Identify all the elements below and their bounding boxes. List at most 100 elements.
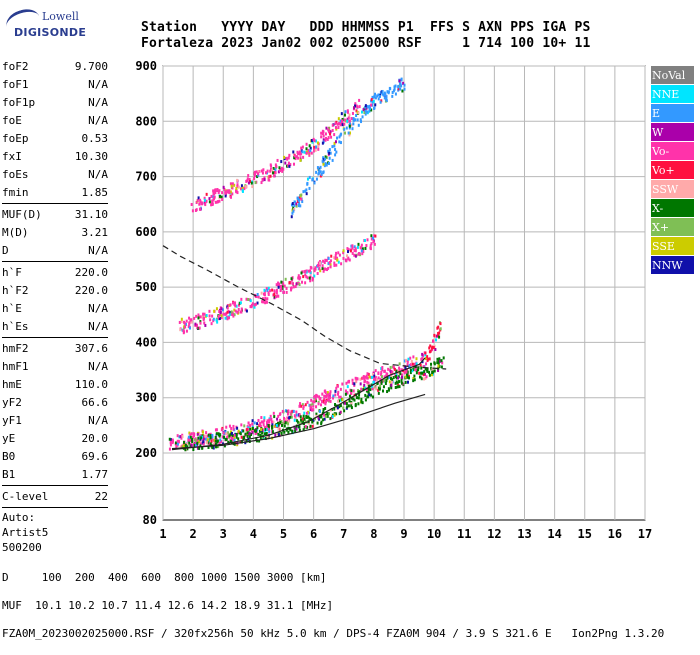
trace-point <box>280 431 283 435</box>
trace-point <box>435 338 438 342</box>
param-value: N/A <box>88 114 108 127</box>
trace-point <box>284 409 287 413</box>
trace-point <box>406 380 409 384</box>
trace-point <box>347 248 350 252</box>
trace-point <box>297 152 300 156</box>
trace-point <box>370 384 373 388</box>
trace-point <box>207 433 210 437</box>
trace-point <box>327 136 330 140</box>
trace-point <box>306 181 309 185</box>
trace-point <box>389 365 392 369</box>
trace-point <box>341 119 344 123</box>
trace-point <box>385 95 388 99</box>
trace-point <box>253 177 256 181</box>
trace-point <box>348 119 351 123</box>
trace-point <box>277 285 280 289</box>
trace-point <box>320 403 323 407</box>
trace-point <box>176 442 179 446</box>
trace-point <box>248 435 251 439</box>
trace-point <box>356 245 359 249</box>
trace-point <box>374 92 377 96</box>
trace-point <box>424 351 427 355</box>
param-row-group1-4: foEp 0.53 <box>2 130 108 148</box>
trace-point <box>245 185 248 189</box>
trace-point <box>224 312 227 316</box>
trace-point <box>358 98 361 102</box>
trace-point <box>225 432 228 436</box>
trace-point <box>305 142 308 146</box>
trace-point <box>357 390 360 394</box>
trace-point <box>278 412 281 416</box>
trace-point <box>344 392 347 396</box>
param-name: hmF1 <box>2 360 29 373</box>
trace-point <box>400 379 403 383</box>
trace-point <box>236 443 239 447</box>
trace-point <box>191 440 194 444</box>
trace-point <box>282 167 285 171</box>
trace-point <box>382 389 385 393</box>
trace-point <box>334 393 337 397</box>
trace-point <box>250 432 253 436</box>
trace-point <box>279 421 282 425</box>
trace-point <box>211 437 214 441</box>
trace-point <box>189 433 192 437</box>
trace-point <box>313 149 316 153</box>
trace-point <box>263 418 266 422</box>
trace-point <box>345 402 348 406</box>
trace-point <box>255 170 258 174</box>
trace-point <box>209 318 212 322</box>
trace-point <box>300 418 303 422</box>
trace-point <box>327 256 330 260</box>
trace-points <box>178 234 377 335</box>
trace-point <box>302 190 305 194</box>
trace-point <box>293 418 296 422</box>
trace-point <box>351 378 354 382</box>
trace-point <box>265 171 268 175</box>
trace-points <box>181 356 445 452</box>
trace-point <box>284 417 287 421</box>
trace-point <box>289 163 292 167</box>
trace-point <box>305 147 308 151</box>
trace-point <box>322 399 325 403</box>
trace-point <box>288 153 291 157</box>
trace-point <box>325 395 328 399</box>
trace-point <box>249 427 252 431</box>
trace-point <box>334 254 337 258</box>
trace-point <box>346 254 349 258</box>
legend-item-noval: NoVal <box>651 66 694 85</box>
trace-point <box>370 103 373 107</box>
trace-point <box>226 317 229 321</box>
trace-point <box>266 424 269 428</box>
trace-point <box>289 415 292 419</box>
trace-point <box>176 439 179 443</box>
trace-point <box>317 261 320 265</box>
trace-point <box>218 310 221 314</box>
trace-point <box>353 398 356 402</box>
trace-point <box>279 285 282 289</box>
trace-point <box>233 442 236 446</box>
trace-point <box>260 169 263 173</box>
trace-point <box>409 371 412 375</box>
trace-point <box>306 425 309 429</box>
trace-point <box>359 118 362 122</box>
trace-point <box>309 265 312 269</box>
trace-point <box>396 385 399 389</box>
param-divider <box>2 203 108 204</box>
trace-point <box>320 135 323 139</box>
param-value: N/A <box>88 244 108 257</box>
trace-point <box>438 331 441 335</box>
trace-point <box>390 380 393 384</box>
trace-point <box>291 276 294 280</box>
trace-point <box>277 427 280 431</box>
trace-point <box>319 261 322 265</box>
trace-point <box>397 371 400 375</box>
trace-point <box>372 395 375 399</box>
trace-point <box>240 184 243 188</box>
trace-point <box>282 282 285 286</box>
trace-point <box>299 415 302 419</box>
trace-point <box>410 359 413 363</box>
trace-point <box>235 190 238 194</box>
trace-point <box>338 122 341 126</box>
polarization-legend: NoVal NNE E W Vo- Vo+ SSW X- X+ SSE NNW <box>651 66 694 275</box>
trace-point <box>189 444 192 448</box>
